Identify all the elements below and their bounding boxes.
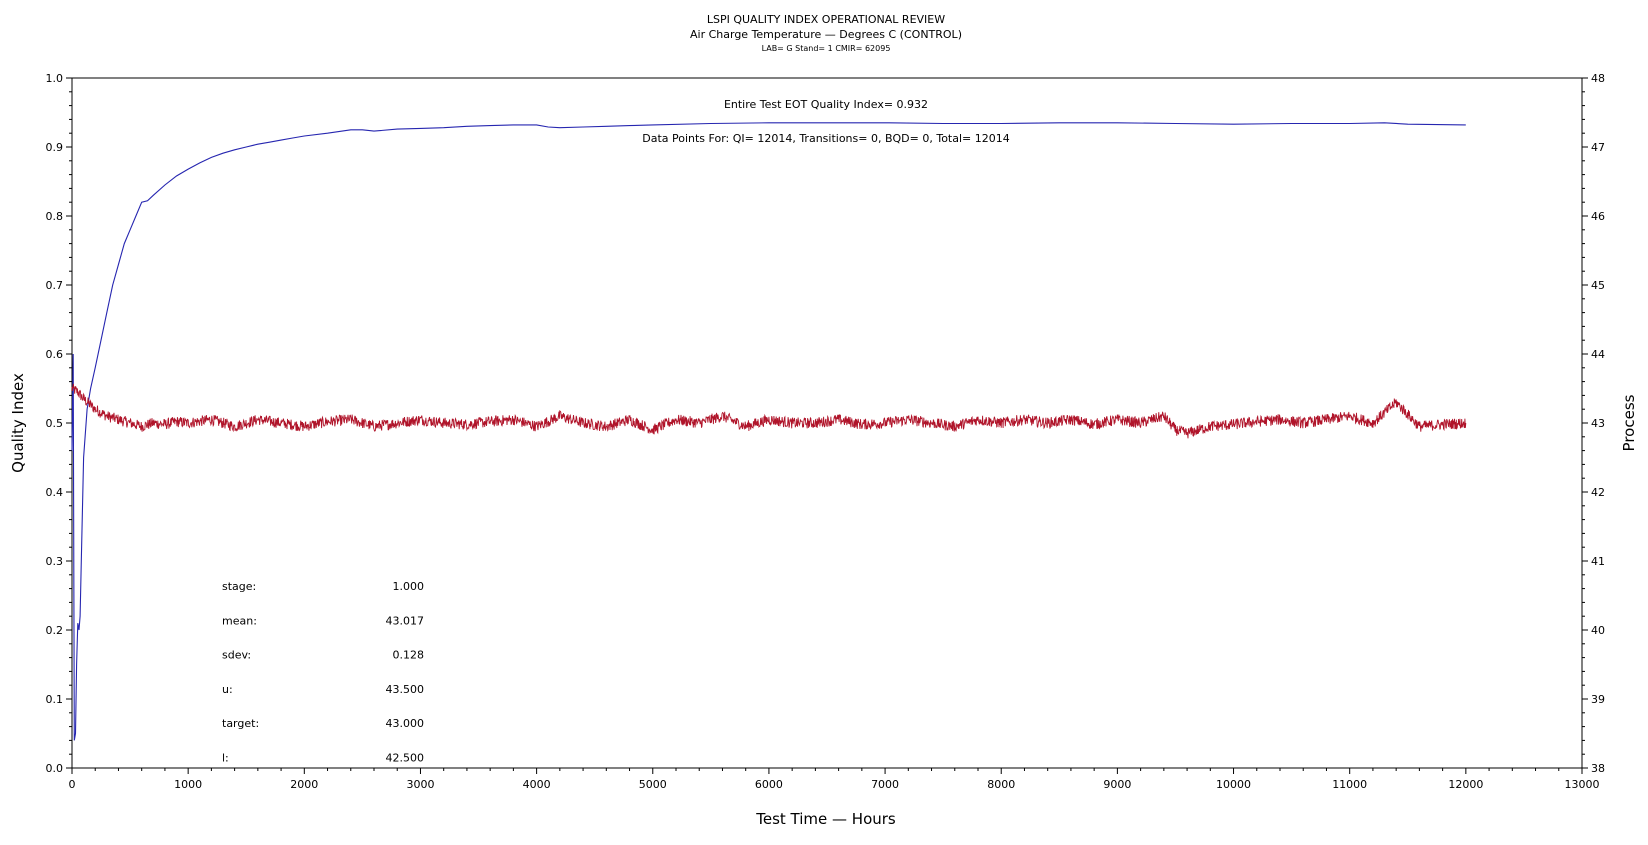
stat-label: stage:: [222, 580, 256, 593]
y-tick-label: 0.2: [46, 624, 64, 637]
stat-label: u:: [222, 683, 233, 696]
y-tick-label: 0.9: [46, 141, 64, 154]
annotation-data-points: Data Points For: QI= 12014, Transitions=…: [642, 132, 1010, 145]
x-axis: 0 1000 2000 3000 4000 5000 6000 7000 8000 9000 100…: [69, 768, 1600, 791]
stat-value: 1.000: [393, 580, 425, 593]
annotation-quality-index: Entire Test EOT Quality Index= 0.932: [724, 98, 928, 111]
x-tick-label: 4000: [523, 778, 551, 791]
quality-index-series-line: [71, 122, 1466, 741]
y2-tick-label: 41: [1591, 555, 1605, 568]
y2-tick-label: 39: [1591, 693, 1605, 706]
series-group: [71, 122, 1467, 741]
y-tick-label: 0.4: [46, 486, 64, 499]
process-series-line: [71, 383, 1467, 439]
y2-tick-label: 38: [1591, 762, 1605, 775]
y-tick-label: 0.3: [46, 555, 64, 568]
x-tick-label: 6000: [755, 778, 783, 791]
x-tick-label: 8000: [987, 778, 1015, 791]
y-tick-label: 0.0: [46, 762, 64, 775]
stats-block: stage: 1.000 mean: 43.017 sdev: 0.128 u: 43.500…: [222, 580, 424, 765]
x-tick-label: 0: [69, 778, 76, 791]
stat-value: 43.017: [386, 614, 425, 627]
x-tick-label: 3000: [406, 778, 434, 791]
x-tick-label: 5000: [639, 778, 667, 791]
y-tick-label: 0.6: [46, 348, 64, 361]
x-tick-label: 13000: [1565, 778, 1600, 791]
stat-label: l:: [222, 752, 229, 765]
y2-tick-label: 48: [1591, 72, 1605, 85]
x-tick-label: 7000: [871, 778, 899, 791]
y2-tick-label: 47: [1591, 141, 1605, 154]
chart-subtitle-lab: LAB= G Stand= 1 CMIR= 62095: [762, 44, 891, 53]
stat-label: mean:: [222, 614, 257, 627]
y2-tick-label: 42: [1591, 486, 1605, 499]
y2-axis-label: Process: [1620, 394, 1638, 451]
y-axis-label: Quality Index: [9, 373, 27, 473]
chart-title: LSPI QUALITY INDEX OPERATIONAL REVIEW: [707, 13, 945, 26]
y-axis-left: 0.0 0.1 0.2 0.3 0.4 0.5 0.6 0.7 0.8 0.9 1.0: [46, 72, 72, 775]
stat-value: 42.500: [386, 752, 425, 765]
x-tick-label: 9000: [1103, 778, 1131, 791]
x-tick-label: 12000: [1448, 778, 1483, 791]
stat-value: 43.000: [386, 717, 425, 730]
y-tick-label: 0.8: [46, 210, 64, 223]
y-tick-label: 0.5: [46, 417, 64, 430]
y2-tick-label: 40: [1591, 624, 1605, 637]
y-tick-label: 0.7: [46, 279, 64, 292]
x-tick-label: 10000: [1216, 778, 1251, 791]
x-tick-label: 11000: [1332, 778, 1367, 791]
stat-label: target:: [222, 717, 259, 730]
y2-tick-label: 45: [1591, 279, 1605, 292]
stat-label: sdev:: [222, 649, 251, 662]
y-tick-label: 0.1: [46, 693, 64, 706]
y-tick-label: 1.0: [46, 72, 64, 85]
stat-value: 43.500: [386, 683, 425, 696]
y2-tick-label: 46: [1591, 210, 1605, 223]
stat-value: 0.128: [393, 649, 425, 662]
y-axis-right: 38 39 40 41 42 43 44 45 46 47 48: [1582, 72, 1605, 775]
x-tick-label: 2000: [290, 778, 318, 791]
x-tick-label: 1000: [174, 778, 202, 791]
x-axis-label: Test Time — Hours: [755, 810, 896, 828]
y2-tick-label: 44: [1591, 348, 1605, 361]
chart-subtitle: Air Charge Temperature — Degrees C (CONT…: [690, 28, 962, 41]
y2-tick-label: 43: [1591, 417, 1605, 430]
